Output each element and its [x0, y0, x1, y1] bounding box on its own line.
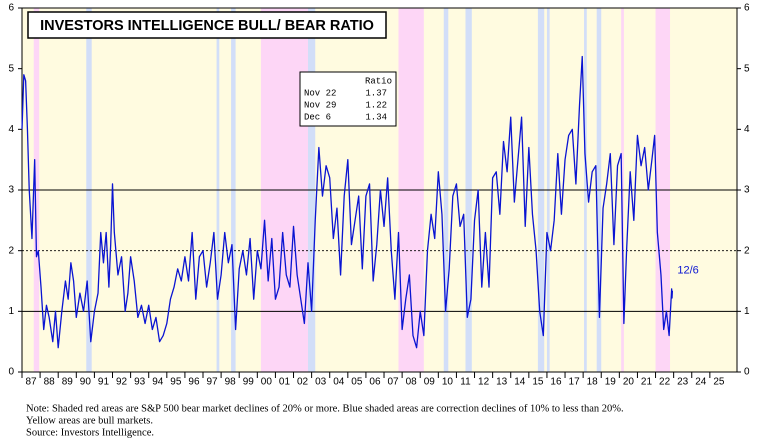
- x-tick-label: 25: [713, 377, 725, 388]
- ratio-line: [21, 55, 674, 349]
- y-tick-label: 0: [744, 367, 750, 378]
- y-tick-label: 1: [744, 306, 750, 317]
- table-header: Ratio: [365, 76, 392, 86]
- x-tick-label: 06: [369, 377, 381, 388]
- y-tick-label: 5: [744, 63, 750, 74]
- x-tick-label: 18: [587, 377, 599, 388]
- y-tick-label: 2: [744, 245, 750, 256]
- x-tick-label: 14: [514, 377, 526, 388]
- plot-frame: [21, 7, 738, 373]
- x-tick-label: 98: [225, 377, 237, 388]
- x-tick-label: 19: [605, 377, 617, 388]
- y-tick-label: 4: [744, 124, 750, 135]
- y-tick-label: 4: [8, 124, 14, 135]
- x-tick-label: 93: [134, 377, 146, 388]
- y-tick-label: 3: [744, 185, 750, 196]
- x-tick-label: 01: [279, 377, 291, 388]
- plot-area: 0 01 12 23 34 45 56 687 88 89 90 91 92 93 94 95 96 97 98 99…: [8, 3, 750, 388]
- x-tick-label: 88: [44, 377, 56, 388]
- x-tick-label: 17: [569, 377, 581, 388]
- note: Note: Shaded red areas are S&P 500 bear …: [26, 403, 624, 414]
- x-tick-label: 23: [677, 377, 689, 388]
- table-date: Nov 22: [304, 88, 336, 98]
- x-tick-label: 99: [243, 377, 255, 388]
- x-tick-label: 94: [152, 377, 164, 388]
- y-tick-label: 0: [8, 367, 14, 378]
- x-tick-label: 92: [116, 377, 128, 388]
- x-tick-label: 24: [695, 377, 707, 388]
- x-tick-label: 12: [478, 377, 490, 388]
- note: Source: Investors Intelligence.: [26, 427, 154, 438]
- x-tick-label: 07: [388, 377, 400, 388]
- y-tick-label: 5: [8, 63, 14, 74]
- x-tick-label: 91: [98, 377, 110, 388]
- x-tick-label: 90: [80, 377, 92, 388]
- note: Yellow areas are bull markets.: [26, 415, 153, 426]
- x-tick-label: 97: [207, 377, 219, 388]
- x-tick-label: 89: [62, 377, 74, 388]
- x-tick-label: 21: [641, 377, 653, 388]
- y-tick-label: 2: [8, 245, 14, 256]
- x-tick-label: 16: [550, 377, 562, 388]
- y-tick-label: 3: [8, 185, 14, 196]
- x-tick-label: 10: [442, 377, 454, 388]
- x-tick-label: 20: [623, 377, 635, 388]
- table-value: 1.22: [365, 100, 387, 110]
- y-tick-label: 6: [8, 3, 14, 14]
- x-tick-label: 11: [460, 377, 471, 388]
- y-tick-label: 1: [8, 306, 14, 317]
- x-tick-label: 15: [532, 377, 544, 388]
- table-date: Nov 29: [304, 100, 336, 110]
- x-tick-label: 09: [424, 377, 436, 388]
- x-tick-label: 96: [188, 377, 200, 388]
- end-label: 12/6: [677, 265, 698, 277]
- x-tick-label: 87: [25, 377, 37, 388]
- y-tick-label: 6: [744, 3, 750, 14]
- x-tick-label: 05: [351, 377, 363, 388]
- x-tick-label: 95: [170, 377, 182, 388]
- x-tick-label: 00: [261, 377, 273, 388]
- x-tick-label: 02: [297, 377, 309, 388]
- chart-title: INVESTORS INTELLIGENCE BULL/ BEAR RATIO: [40, 18, 374, 34]
- title-box: [27, 11, 387, 39]
- x-tick-label: 13: [496, 377, 508, 388]
- table-value: 1.34: [365, 112, 387, 122]
- x-tick-label: 08: [406, 377, 418, 388]
- x-tick-label: 04: [333, 377, 345, 388]
- table-date: Dec 6: [304, 112, 331, 122]
- table-box: [299, 71, 397, 127]
- x-tick-label: 22: [659, 377, 671, 388]
- x-tick-label: 03: [315, 377, 327, 388]
- table-value: 1.37: [365, 88, 387, 98]
